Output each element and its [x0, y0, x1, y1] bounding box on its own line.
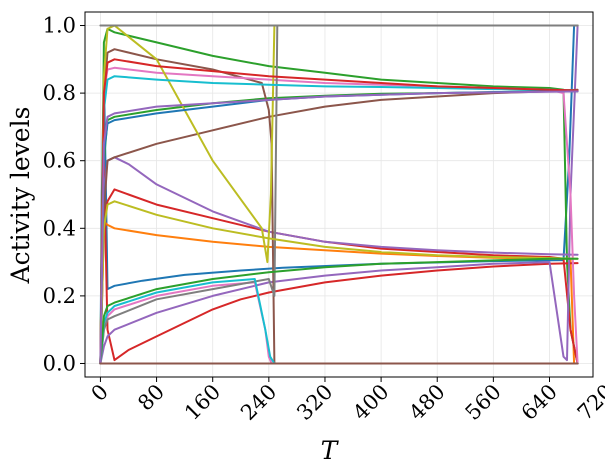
- y-tick-label: 0.6: [43, 149, 76, 173]
- x-tick-label: 480: [404, 380, 449, 425]
- x-tick-label: 320: [292, 380, 337, 425]
- x-tick-label: 720: [573, 380, 605, 425]
- x-tick-label: 640: [517, 380, 562, 425]
- series-line-unit-13: [99, 24, 579, 365]
- series-line-unit-4: [99, 90, 579, 365]
- series-line-unit-21: [99, 90, 579, 365]
- series-line-unit-16: [99, 75, 579, 365]
- y-axis-label: Activity levels: [6, 107, 35, 285]
- x-tick-label: 80: [133, 380, 169, 416]
- series-line-unit-11: [99, 66, 579, 365]
- series-lines: [99, 24, 579, 365]
- x-tick-label: 240: [236, 380, 281, 425]
- series-line-unit-6: [99, 159, 579, 365]
- plot-frame: [84, 11, 594, 378]
- series-line-unit-3: [99, 27, 579, 365]
- series-line-unit-12: [99, 281, 579, 365]
- x-tick-label: 160: [180, 380, 225, 425]
- x-tick-label: 0: [87, 380, 113, 406]
- series-line-unit-8: [99, 24, 579, 365]
- series-line-unit-14: [99, 200, 579, 365]
- x-axis-label: T: [321, 436, 340, 465]
- x-tick-label: 400: [348, 380, 393, 425]
- y-tick-label: 0.4: [43, 216, 76, 240]
- y-tick-label: 0.0: [43, 351, 76, 375]
- series-line-unit-9: [99, 88, 579, 365]
- series-line-unit-15: [99, 24, 579, 365]
- y-tick-label: 0.8: [43, 81, 76, 105]
- series-line-unit-1: [99, 24, 579, 365]
- series-line-unit-18: [99, 90, 579, 365]
- y-tick-label: 0.2: [43, 284, 76, 308]
- x-tick-label: 560: [461, 380, 506, 425]
- series-line-unit-17: [99, 278, 579, 365]
- y-tick-label: 1.0: [43, 14, 76, 38]
- series-line-unit-19: [99, 257, 579, 365]
- series-line-unit-20: [99, 58, 579, 365]
